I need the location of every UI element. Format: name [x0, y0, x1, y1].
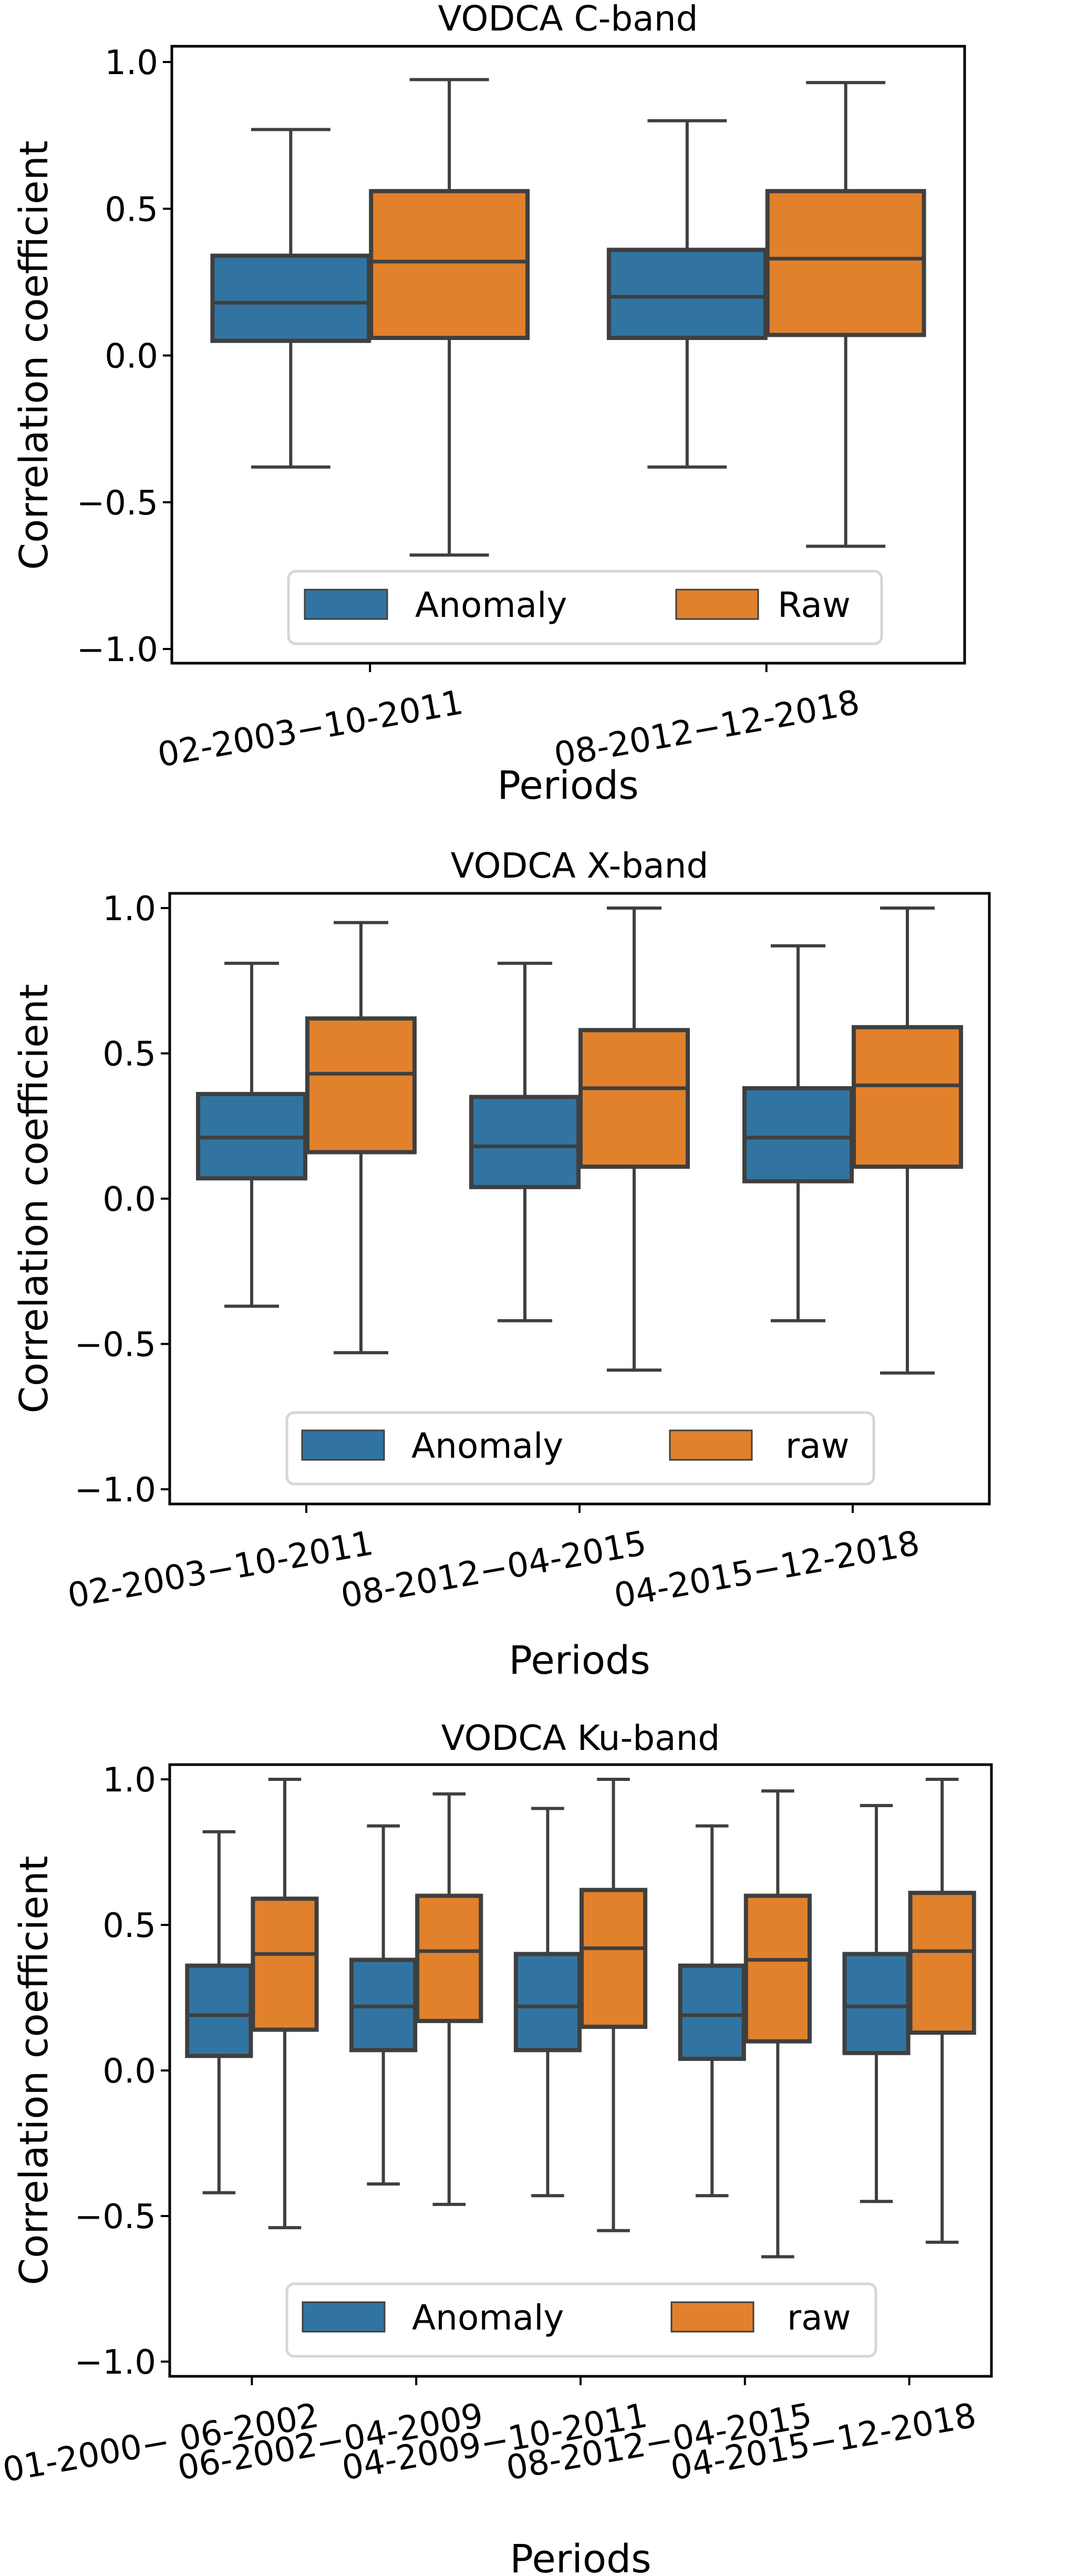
box-iqr [842, 1952, 911, 2055]
boxplot-raw-2 [580, 1778, 648, 2232]
y-tick-label: 0.0 [102, 2052, 156, 2091]
boxplot-anomaly-0 [210, 128, 371, 469]
boxplot-raw-4 [908, 1778, 976, 2244]
boxplot-anomaly-1 [606, 119, 768, 469]
legend-label-anomaly: Anomaly [411, 1426, 564, 1466]
x-axis-label: Periods [509, 1638, 650, 1683]
legend-patch-raw [670, 2301, 754, 2333]
x-tick-label: 08-2012−12-2018 [551, 683, 862, 775]
chart-title: VODCA Ku-band [441, 1718, 720, 1758]
x-tick-label: 04-2015−12-2018 [668, 2396, 979, 2488]
boxplot-raw-0 [369, 78, 530, 557]
y-axis-label: Correlation coefficient [12, 1856, 57, 2285]
legend-patch-anomaly [302, 2301, 386, 2333]
boxplot-raw-1 [415, 1792, 483, 2206]
y-tick-label: 1.0 [102, 890, 156, 929]
boxplot-raw-0 [251, 1778, 319, 2230]
box-iqr [578, 1028, 690, 1169]
legend: Anomaly Raw [287, 570, 883, 645]
chart-title: VODCA X-band [451, 846, 709, 886]
boxplot-anomaly-0 [196, 962, 307, 1308]
panel-ku-band: VODCA Ku-band Correlation coefficient Pe… [0, 1718, 993, 2576]
box-iqr [185, 1963, 253, 2058]
chart-title: VODCA C-band [438, 0, 698, 39]
boxplot-raw-2 [852, 906, 963, 1375]
x-axis-label: Periods [497, 763, 638, 808]
box-iqr [908, 1891, 976, 2035]
legend-patch-raw [675, 589, 759, 620]
box-iqr [852, 1025, 963, 1169]
y-tick-label: −1.0 [77, 631, 158, 669]
panel-x-band: VODCA X-band Correlation coefficient Per… [12, 846, 991, 1683]
legend-patch-anomaly [301, 1429, 385, 1461]
y-tick-label: −1.0 [75, 1471, 156, 1510]
legend-patch-anomaly [304, 589, 388, 620]
x-ticks: 01-2000− 06-200206-2002−04-200904-2009−1… [0, 2376, 979, 2490]
x-tick-label: 08-2012−04-2015 [338, 1524, 649, 1616]
legend: Anomaly raw [285, 1411, 875, 1486]
legend-label-raw: raw [787, 2297, 851, 2338]
legend-patch-raw [669, 1429, 753, 1461]
axes-frame [170, 45, 966, 665]
legend: Anomaly raw [285, 2282, 877, 2358]
box-iqr [251, 1897, 319, 2032]
x-axis-label: Periods [510, 2537, 651, 2576]
x-tick-label: 02-2003−10-2011 [155, 683, 466, 775]
y-ticks: 1.0 0.5 0.0 −0.5 −1.0 [75, 890, 170, 1510]
boxplot-raw-1 [765, 81, 926, 548]
boxplot-anomaly-1 [349, 1824, 418, 2186]
boxplot-raw-0 [305, 921, 417, 1355]
y-tick-label: −0.5 [77, 484, 158, 523]
boxplot-anomaly-3 [678, 1824, 746, 2198]
boxplots [210, 78, 926, 557]
panel-c-band: VODCA C-band Correlation coefficient Per… [12, 0, 966, 808]
box-iqr [742, 1086, 854, 1183]
legend-label-raw: Raw [778, 585, 851, 625]
box-iqr [580, 1888, 648, 2029]
y-tick-label: −0.5 [75, 2198, 156, 2237]
boxplot-raw-1 [578, 906, 690, 1372]
boxplot-raw-3 [743, 1789, 812, 2259]
box-iqr [606, 248, 768, 340]
box-iqr [743, 1893, 812, 2044]
box-iqr [678, 1963, 746, 2061]
y-tick-label: −1.0 [75, 2343, 156, 2382]
x-ticks: 02-2003−10-201108-2012−04-201504-2015−12… [65, 1504, 923, 1616]
y-tick-label: 0.5 [105, 190, 158, 229]
boxplot-anomaly-1 [469, 962, 581, 1323]
y-tick-label: 0.5 [102, 1035, 156, 1074]
boxplot-anomaly-0 [185, 1830, 253, 2194]
y-tick-label: 0.5 [102, 1907, 156, 1945]
y-axis-label: Correlation coefficient [12, 140, 57, 570]
box-iqr [415, 1893, 483, 2023]
y-ticks: 1.0 0.5 0.0 −0.5 −1.0 [75, 1761, 170, 2382]
box-iqr [210, 253, 371, 343]
y-tick-label: 1.0 [105, 44, 158, 83]
legend-label-anomaly: Anomaly [412, 2297, 564, 2338]
box-iqr [469, 1095, 581, 1189]
x-ticks: 02-2003−10-2011 08-2012−12-2018 [155, 663, 863, 775]
x-tick-label: 04-2015−12-2018 [611, 1524, 922, 1616]
legend-label-raw: raw [785, 1426, 850, 1466]
axes-frame [168, 1763, 993, 2378]
y-tick-label: 1.0 [102, 1761, 156, 1800]
box-iqr [305, 1016, 417, 1155]
boxplot-anomaly-2 [742, 944, 854, 1323]
boxplot-anomaly-2 [513, 1807, 582, 2198]
boxplots [196, 906, 963, 1375]
boxplots [185, 1778, 976, 2259]
y-ticks: 1.0 0.5 0.0 −0.5 −1.0 [77, 44, 172, 669]
boxplot-anomaly-4 [842, 1804, 911, 2203]
y-tick-label: −0.5 [75, 1326, 156, 1365]
legend-label-anomaly: Anomaly [415, 585, 567, 625]
x-tick-label: 02-2003−10-2011 [65, 1524, 376, 1616]
box-iqr [513, 1952, 582, 2053]
box-iqr [765, 189, 926, 337]
y-tick-label: 0.0 [105, 337, 158, 376]
box-iqr [369, 189, 530, 340]
y-tick-label: 0.0 [102, 1180, 156, 1219]
axes-frame [168, 892, 991, 1506]
y-axis-label: Correlation coefficient [12, 984, 57, 1413]
